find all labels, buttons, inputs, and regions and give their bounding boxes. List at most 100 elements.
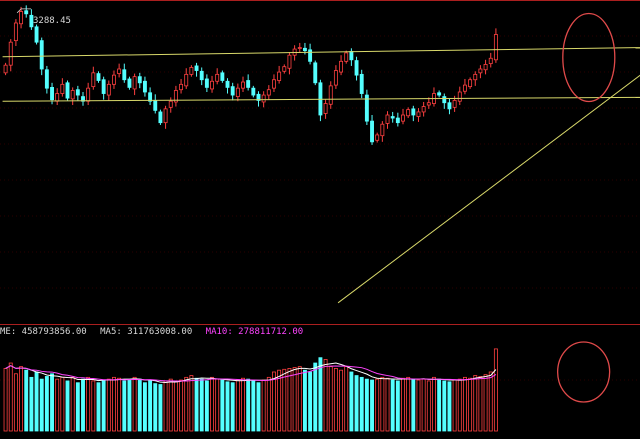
candle-body	[215, 73, 220, 82]
ma10-line	[5, 365, 497, 382]
candlestick	[19, 6, 24, 29]
volume-bar	[230, 382, 235, 432]
candlestick	[117, 63, 122, 78]
volume-bar	[452, 379, 457, 432]
volume-bar	[308, 371, 313, 432]
candle-body	[406, 109, 411, 117]
trend-line	[337, 74, 640, 304]
candlestick	[328, 81, 333, 109]
volume-bar	[142, 382, 147, 432]
candle-body	[483, 64, 488, 71]
candle-body	[437, 92, 442, 96]
candlestick	[132, 73, 137, 96]
candlestick	[266, 85, 271, 100]
volume-bar	[184, 376, 189, 432]
volume-bar	[34, 371, 39, 432]
volume-bar	[462, 376, 467, 432]
peak-price-label: 3288.45	[33, 16, 71, 26]
candle-body	[60, 83, 65, 94]
volume-bar	[277, 369, 282, 432]
candle-body	[256, 93, 261, 101]
volume-bar	[323, 359, 328, 432]
volume-bar	[468, 377, 473, 432]
volume-bar	[132, 376, 137, 432]
candlestick	[8, 39, 13, 72]
candle-body	[313, 62, 318, 84]
volume-bar	[137, 378, 142, 432]
candlestick	[478, 65, 483, 79]
candle-body	[163, 108, 168, 124]
candlestick	[272, 74, 276, 92]
volume-value-label: ME: 458793856.00	[0, 327, 87, 337]
volume-bar	[101, 379, 106, 432]
candlestick	[432, 87, 436, 107]
candle-body	[148, 92, 153, 102]
volume-bar	[194, 377, 199, 432]
candlestick	[406, 107, 411, 119]
volume-bar	[50, 373, 54, 432]
candlestick	[401, 108, 405, 125]
volume-bar	[318, 357, 323, 432]
volume-bar	[282, 368, 287, 432]
candlestick	[277, 65, 282, 84]
candlestick	[225, 78, 230, 94]
grid-layer	[0, 0, 640, 381]
candle-body	[127, 78, 132, 88]
volume-bar	[437, 378, 442, 432]
candle-body	[194, 65, 199, 71]
volume-bar	[215, 378, 220, 432]
candlestick	[189, 65, 194, 77]
candle-body	[328, 85, 333, 105]
candle-body	[266, 89, 271, 96]
vol-layer	[3, 348, 498, 432]
volume-bar	[39, 378, 44, 432]
volume-bar	[70, 376, 75, 432]
candlestick	[390, 111, 395, 123]
candle-body	[390, 116, 395, 119]
volume-bar	[251, 380, 256, 432]
candlestick	[210, 75, 214, 93]
volume-bar	[359, 376, 364, 432]
candlestick	[442, 93, 447, 109]
candle-body	[29, 14, 34, 28]
volume-bar	[168, 378, 173, 432]
volume-bar	[442, 380, 447, 432]
candlestick	[364, 89, 369, 125]
candlestick	[333, 65, 338, 89]
candle-body	[287, 54, 292, 69]
volume-bar	[8, 362, 13, 432]
candlestick	[91, 66, 96, 90]
volume-bar	[483, 374, 488, 432]
candlestick	[230, 82, 235, 101]
volume-bar	[91, 380, 96, 432]
candlestick	[153, 94, 158, 114]
candlestick	[287, 52, 292, 75]
candlestick	[199, 67, 204, 86]
candle-body	[493, 34, 498, 61]
candlestick	[81, 92, 85, 106]
candlestick	[241, 76, 245, 92]
candlestick	[462, 78, 467, 95]
volume-bar	[235, 379, 240, 432]
candle-body	[230, 86, 235, 96]
volume-bar	[86, 376, 91, 432]
candlestick	[168, 97, 173, 113]
candlestick	[297, 42, 302, 53]
candlestick	[194, 62, 199, 77]
candle-body	[241, 81, 245, 89]
candlestick	[349, 48, 354, 66]
candlestick	[359, 69, 364, 99]
candlestick	[204, 74, 209, 92]
candle-body	[333, 70, 338, 86]
ma-layer	[5, 362, 497, 384]
volume-bar	[406, 376, 411, 432]
candlestick	[220, 70, 225, 83]
candle-body	[96, 73, 101, 81]
volume-bar	[148, 380, 153, 432]
volume-highlight-ellipse	[556, 341, 611, 403]
candlestick	[339, 55, 344, 76]
candle-body	[478, 68, 483, 74]
candle-body	[344, 52, 349, 62]
